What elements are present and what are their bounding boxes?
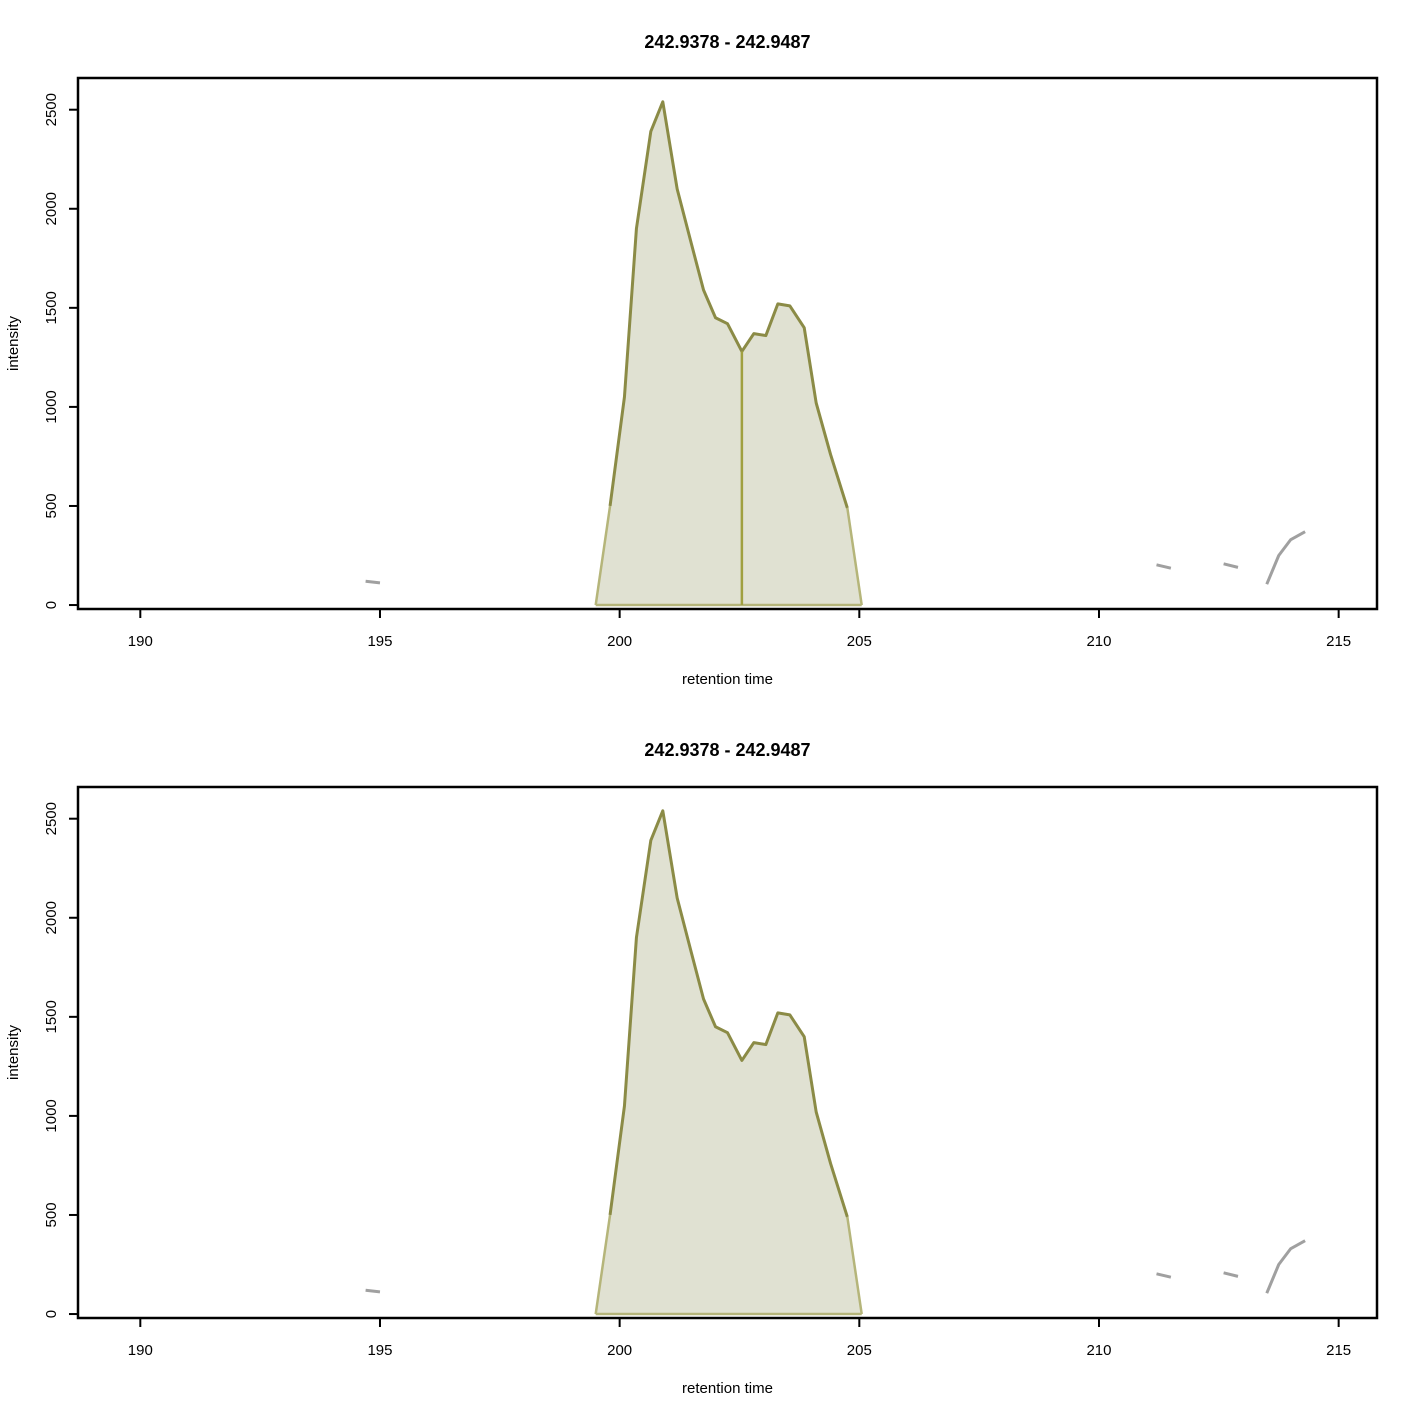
y-tick-label: 1500	[43, 291, 60, 324]
y-tick-label: 0	[43, 601, 60, 609]
x-axis-label: retention time	[682, 671, 773, 688]
y-axis-label: intensity	[5, 315, 22, 371]
noise-trace-4	[1265, 1239, 1306, 1294]
x-tick-label: 205	[847, 633, 872, 650]
peak-right-edge	[846, 507, 863, 606]
noise-trace-2	[1156, 1272, 1172, 1279]
y-tick-label: 2000	[43, 901, 60, 934]
chart-panel-1: 242.9378 - 242.9487 190 195 200 205 210 215 0 50…	[5, 32, 1379, 688]
peak-right-edge	[846, 1216, 863, 1315]
x-tick-label: 215	[1326, 1342, 1351, 1359]
chart-title: 242.9378 - 242.9487	[644, 32, 810, 52]
y-tick-label: 2000	[43, 192, 60, 225]
noise-trace-2	[1156, 563, 1172, 570]
x-tick-label: 215	[1326, 633, 1351, 650]
plot-frame	[76, 76, 1379, 611]
peak-left-edge	[594, 505, 612, 606]
peak-area-fill	[595, 101, 862, 606]
y-tick-label: 500	[43, 493, 60, 518]
chart-panel-2: 242.9378 - 242.9487 190 195 200 205 210 215 0 50…	[5, 740, 1379, 1397]
y-axis-label: intensity	[5, 1024, 22, 1080]
y-tick-label: 1500	[43, 1000, 60, 1033]
intensity-trace	[608, 809, 849, 1218]
y-tick-label: 2500	[43, 802, 60, 835]
x-tick-label: 195	[367, 1342, 392, 1359]
peak-left-edge	[594, 1214, 612, 1315]
x-tick-label: 190	[128, 1342, 153, 1359]
noise-trace-4	[1265, 530, 1306, 585]
x-axis-label: retention time	[682, 1380, 773, 1397]
x-tick-label: 210	[1086, 1342, 1111, 1359]
y-tick-label: 0	[43, 1310, 60, 1318]
noise-trace-1	[365, 1288, 381, 1294]
y-tick-label: 500	[43, 1202, 60, 1227]
x-tick-label: 205	[847, 1342, 872, 1359]
noise-trace-3	[1223, 562, 1239, 569]
noise-trace-3	[1223, 1271, 1239, 1278]
y-tick-label: 1000	[43, 1099, 60, 1132]
x-tick-label: 195	[367, 633, 392, 650]
y-tick-label: 1000	[43, 390, 60, 423]
x-tick-label: 200	[607, 633, 632, 650]
x-tick-label: 200	[607, 1342, 632, 1359]
y-tick-label: 2500	[43, 93, 60, 126]
x-tick-label: 190	[128, 633, 153, 650]
x-tick-label: 210	[1086, 633, 1111, 650]
plot-frame	[76, 785, 1379, 1320]
noise-trace-1	[365, 579, 381, 585]
peak-area-fill	[595, 810, 862, 1315]
intensity-trace	[608, 100, 849, 509]
chart-title: 242.9378 - 242.9487	[644, 740, 810, 760]
